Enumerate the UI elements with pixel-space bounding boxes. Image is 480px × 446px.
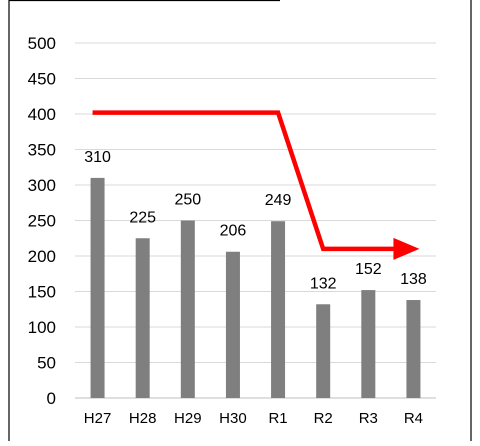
bar-H29 [180,220,195,398]
y-tick-label: 300 [28,176,56,195]
bar-H28 [135,238,150,398]
bar-R4 [406,300,421,398]
x-tick-label: R4 [404,410,423,427]
x-axis: H27 H28 H29 H30 R1 R2 R3 R4 [84,410,423,427]
bar-R3 [361,290,376,398]
data-label-H29: 250 [174,192,201,209]
chart-border [8,0,472,441]
x-tick-label: R1 [268,410,287,427]
y-tick-label: 350 [28,141,56,160]
y-tick-label: 200 [28,247,56,266]
y-tick-label: 100 [28,318,56,337]
data-label-R3: 152 [355,261,382,278]
trend-arrow [92,110,420,260]
data-label-R1: 249 [265,192,292,209]
y-tick-label: 150 [28,283,56,302]
x-tick-label: H30 [219,410,247,427]
y-tick-label: 500 [28,34,56,53]
data-label-R4: 138 [400,271,427,288]
y-tick-label: 0 [47,389,56,408]
x-tick-label: R2 [314,410,333,427]
bar-H30 [225,251,240,398]
y-tick-label: 450 [28,70,56,89]
bars [90,177,421,398]
x-tick-label: H27 [84,410,112,427]
data-label-R2: 132 [310,275,337,292]
y-tick-label: 50 [37,354,56,373]
data-label-H28: 225 [129,209,156,226]
data-label-H30: 206 [220,223,247,240]
trend-arrow-line [92,110,396,252]
x-tick-label: H29 [174,410,202,427]
y-tick-label: 250 [28,212,56,231]
data-labels: 310 225 250 206 249 132 152 138 [84,149,427,292]
x-tick-label: R3 [359,410,378,427]
bar-R2 [316,304,331,398]
bar-R1 [271,221,286,398]
x-tick-label: H28 [129,410,157,427]
y-axis: 0 50 100 150 200 250 300 350 400 450 500 [28,34,56,408]
data-label-H27: 310 [84,149,111,166]
trend-arrow-head [393,237,420,260]
bar-H27 [90,177,105,398]
y-tick-label: 400 [28,105,56,124]
